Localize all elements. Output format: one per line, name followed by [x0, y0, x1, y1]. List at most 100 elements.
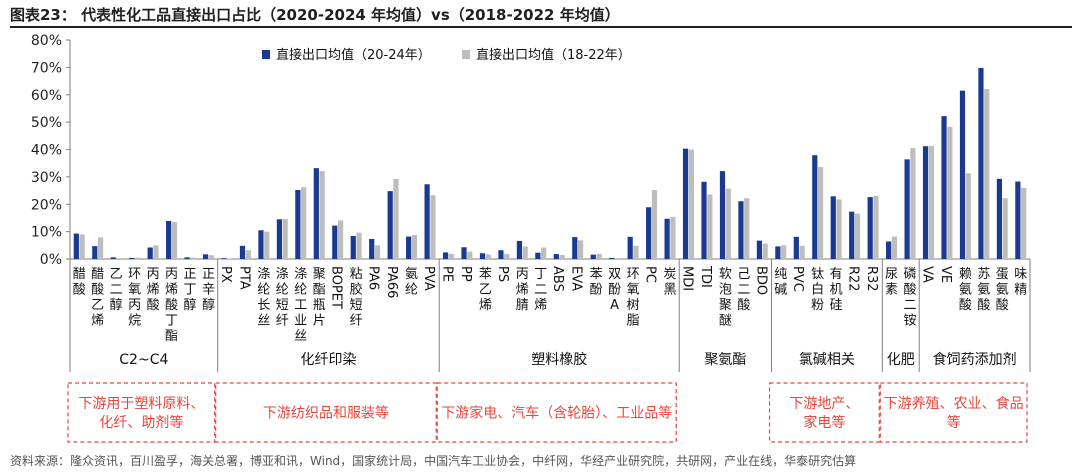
title-rule: [10, 26, 1072, 28]
bar-primary: [424, 184, 430, 259]
bar-secondary: [116, 258, 122, 259]
x-tick-label: 软泡聚醚: [719, 267, 732, 329]
bar-primary: [664, 218, 670, 259]
x-tick-label: 尿素: [885, 267, 898, 298]
x-tick-label: 己二酸: [737, 267, 750, 313]
bar-primary: [756, 240, 763, 259]
note-text: 下游养殖、农业、食品等: [884, 395, 1024, 431]
bar-primary: [996, 178, 1003, 259]
x-tick-label: 双酚 A: [608, 267, 621, 313]
x-tick-label: 乙二醇: [110, 267, 123, 313]
x-tick-label: 有机硅: [830, 267, 843, 313]
bar-primary: [221, 258, 227, 259]
x-tick-label: 醋酸乙烯: [91, 266, 104, 329]
bar-secondary: [134, 257, 141, 259]
bar-primary: [572, 237, 578, 259]
bar-secondary: [282, 219, 288, 259]
x-tick-label: 丙烯酸: [147, 267, 160, 313]
x-tick-label: PE: [439, 266, 454, 282]
bar-primary: [147, 247, 153, 259]
x-tick-label: BOPET: [329, 266, 344, 309]
bar-primary: [1015, 181, 1021, 259]
bar-secondary: [577, 240, 584, 259]
legend-label: 直接出口均值（18-22年）: [476, 47, 631, 63]
note-text: 下游地产、家电等: [789, 396, 859, 431]
bar-secondary: [928, 145, 934, 259]
bar-primary: [535, 252, 541, 259]
y-tick-label: 80%: [31, 33, 62, 49]
bar-primary: [609, 257, 615, 259]
bar-primary: [498, 250, 504, 259]
bar-secondary: [1002, 198, 1008, 259]
x-tick-label: TDI: [698, 265, 713, 288]
bar-primary: [387, 191, 393, 259]
bar-secondary: [190, 257, 196, 259]
bar-primary: [350, 236, 356, 259]
x-tick-label: MDI: [679, 266, 694, 291]
x-tick-label: 正辛醇: [202, 267, 215, 313]
bar-primary: [295, 190, 301, 259]
x-tick-label: 涤纶长丝: [257, 267, 270, 329]
x-tick-label: BDO: [753, 266, 768, 295]
legend-label: 直接出口均值（20-24年）: [276, 47, 431, 63]
x-tick-label: PS: [495, 266, 510, 282]
bar-secondary: [651, 190, 658, 259]
x-tick-label: 粘胶短纤: [350, 267, 363, 329]
bar-secondary: [854, 213, 861, 259]
bar-primary: [258, 230, 264, 259]
x-tick-label: ABS: [550, 266, 565, 292]
bar-secondary: [301, 187, 307, 259]
note-text: 下游用于塑料原料、化纤、助剂等: [78, 396, 204, 431]
bar-secondary: [79, 234, 85, 259]
bar-secondary: [430, 195, 436, 259]
bar-primary: [775, 246, 781, 259]
group-label: 氯碱相关: [799, 352, 855, 368]
bar-primary: [313, 168, 319, 259]
bar-secondary: [799, 245, 805, 259]
bar-primary: [941, 116, 947, 259]
x-tick-label: 环氧丙烷: [128, 267, 141, 329]
bar-secondary: [947, 126, 953, 259]
x-tick-label: VE: [938, 266, 953, 283]
bar-primary: [276, 219, 283, 259]
bar-secondary: [965, 173, 971, 259]
bar-secondary: [614, 258, 621, 259]
bar-secondary: [504, 254, 510, 259]
bar-primary: [332, 225, 338, 259]
x-tick-label: 苏氨酸: [977, 266, 990, 313]
x-tick-label: 纯碱: [774, 267, 787, 298]
x-tick-label: PVA: [421, 266, 436, 291]
note-text: 下游家电、汽车（含轮胎）、工业品等: [441, 405, 672, 422]
bar-secondary: [688, 149, 694, 259]
y-tick-label: 20%: [31, 197, 62, 213]
bar-primary: [406, 236, 412, 259]
bar-primary: [369, 239, 375, 259]
bar-primary: [978, 67, 984, 259]
bar-secondary: [817, 167, 824, 259]
bar-primary: [922, 146, 929, 259]
bar-secondary: [836, 199, 842, 259]
bar-primary: [110, 257, 116, 259]
group-label: 食饲药添加剂: [933, 351, 1017, 368]
category-groups: C2~C4 化纤印染 塑料橡胶 聚氨酯 氯碱相关 化肥 食饲药添加剂: [69, 259, 1031, 372]
bar-primary: [553, 254, 559, 259]
note-box: [67, 382, 216, 443]
bar-primary: [849, 211, 855, 259]
x-tick-label: 赖氨酸: [959, 267, 972, 313]
y-axis: 0% 10% 20% 30% 40% 50% 60% 70% 80%: [31, 33, 1030, 268]
bar-primary: [701, 181, 707, 259]
x-tick-label: 丙烯腈: [516, 267, 529, 313]
x-tick-label: 涤纶短纤: [276, 267, 289, 329]
note-box: [436, 382, 677, 443]
group-label: 化纤印染: [300, 352, 356, 368]
x-tick-label: 丁二烯: [534, 267, 547, 313]
bar-secondary: [670, 216, 676, 259]
x-tick-label: 氨纶: [405, 267, 418, 298]
downstream-notes: 下游用于塑料原料、化纤、助剂等 下游纺织品和服装等 下游家电、汽车（含轮胎）、工业品…: [67, 382, 1028, 443]
note-text: 下游纺织品和服装等: [263, 405, 389, 422]
group-label: 化肥: [887, 352, 915, 368]
bar-secondary: [522, 246, 528, 259]
bar-secondary: [725, 188, 731, 259]
